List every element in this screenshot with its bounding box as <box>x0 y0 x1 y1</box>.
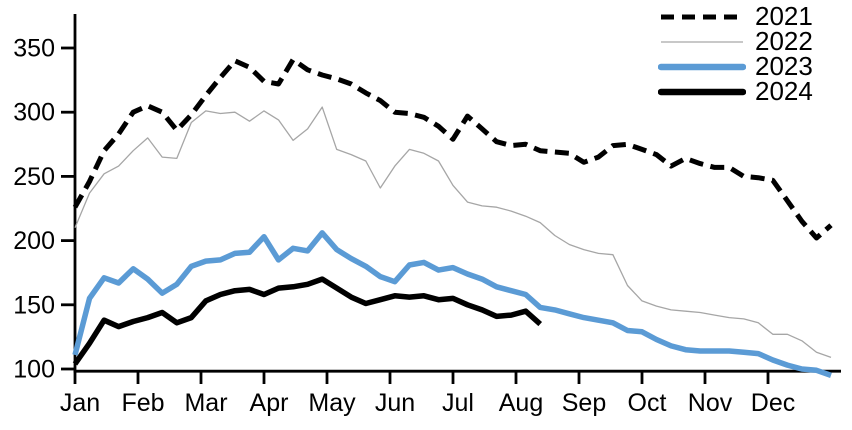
y-tick-label: 200 <box>13 227 55 255</box>
x-tick-label: Jun <box>375 389 415 417</box>
legend-label: 2023 <box>755 51 813 81</box>
x-tick-label: May <box>308 389 356 417</box>
series-line-2024 <box>72 276 543 366</box>
x-tick-label: Jan <box>60 389 100 417</box>
y-tick-label: 300 <box>13 99 55 127</box>
legend-label: 2021 <box>755 1 813 31</box>
series-line-2023 <box>72 230 832 378</box>
series-line-2022 <box>74 106 832 359</box>
series-line-2021 <box>72 57 833 241</box>
x-tick-label: Aug <box>499 389 543 417</box>
legend-line-sample <box>658 88 746 95</box>
y-tick-label: 250 <box>13 163 55 191</box>
legend-label: 2022 <box>755 26 813 56</box>
legend-item-2021: 2021 <box>658 1 813 31</box>
legend-line-sample <box>658 63 746 70</box>
legend-line-sample <box>661 14 743 19</box>
y-tick-label: 350 <box>13 35 55 63</box>
y-tick-label: 150 <box>13 291 55 319</box>
x-tick-label: Sep <box>562 389 606 417</box>
x-tick-label: Nov <box>688 389 733 417</box>
legend-label: 2024 <box>755 76 813 106</box>
x-tick-label: Apr <box>250 389 289 417</box>
legend-line-sample <box>661 40 743 43</box>
y-axis-ticks: 100 150 200 250 300 350 <box>13 35 75 384</box>
x-tick-label: Dec <box>751 389 795 417</box>
x-tick-label: Oct <box>628 389 667 417</box>
x-tick-label: Feb <box>121 389 164 417</box>
legend: 2021 2022 2023 2024 <box>658 1 813 106</box>
y-tick-label: 100 <box>13 356 55 384</box>
legend-item-2024: 2024 <box>658 76 813 106</box>
x-tick-label: Jul <box>442 389 474 417</box>
legend-item-2022: 2022 <box>658 26 813 56</box>
x-axis-ticks: Jan Feb Mar Apr May Jun Jul Aug Sep Oct Nov Dec <box>60 371 795 417</box>
legend-item-2023: 2023 <box>658 51 813 81</box>
x-tick-label: Mar <box>184 389 227 417</box>
